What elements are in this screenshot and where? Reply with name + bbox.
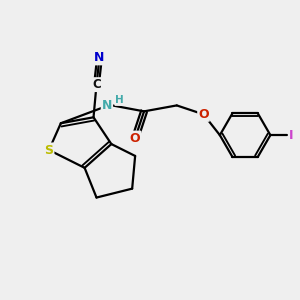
Text: N: N bbox=[102, 99, 112, 112]
Text: S: S bbox=[44, 143, 53, 157]
Text: O: O bbox=[198, 108, 209, 121]
Text: I: I bbox=[289, 129, 293, 142]
Text: O: O bbox=[130, 132, 140, 145]
Text: N: N bbox=[94, 51, 105, 64]
Text: C: C bbox=[92, 78, 101, 91]
Text: H: H bbox=[115, 95, 124, 105]
